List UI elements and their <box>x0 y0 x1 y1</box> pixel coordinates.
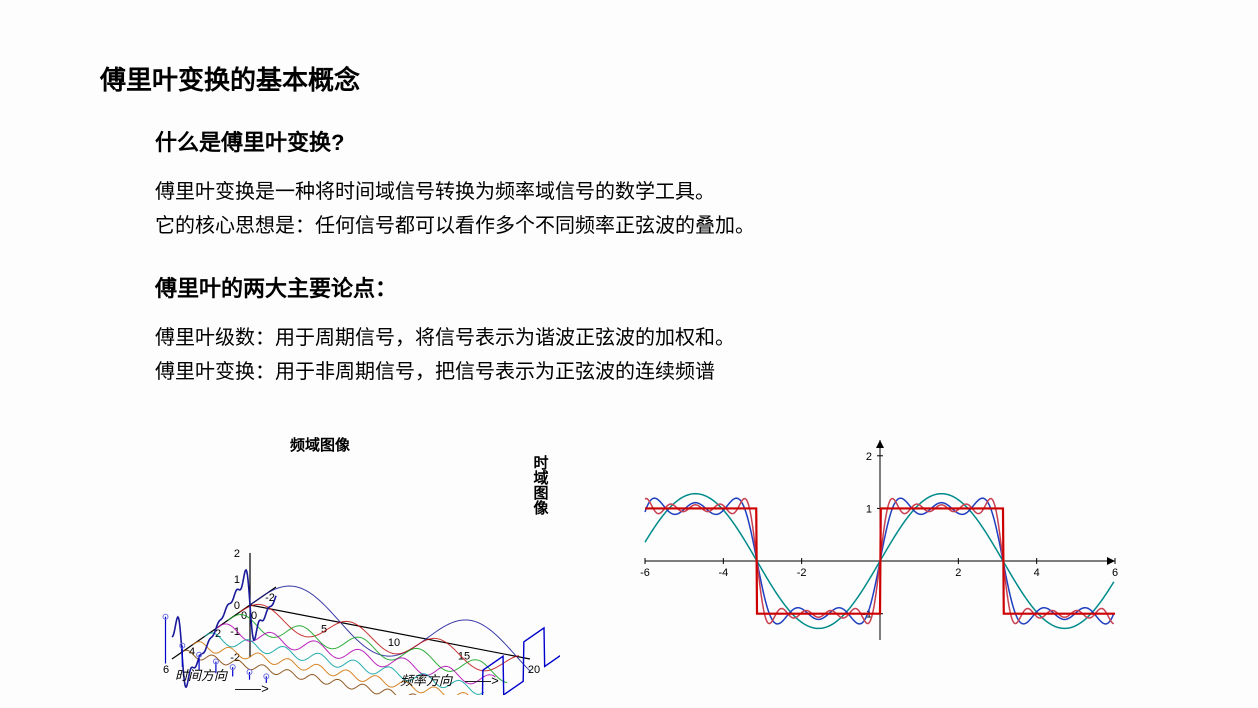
svg-text:-6: -6 <box>640 567 650 579</box>
svg-text:4: 4 <box>1034 567 1040 579</box>
figure-3d-svg: -2-1012-2024605101520-0.500.511.5频域图像时域图… <box>120 415 560 695</box>
content-area: 什么是傅里叶变换? 傅里叶变换是一种将时间域信号转换为频率域信号的数学工具。 它… <box>155 115 1055 391</box>
section2-line1: 傅里叶级数：用于周期信号，将信号表示为谐波正弦波的加权和。 <box>155 323 1055 353</box>
svg-text:时域图像: 时域图像 <box>532 455 549 516</box>
svg-text:15: 15 <box>458 651 470 663</box>
page-title: 傅里叶变换的基本概念 <box>100 60 360 97</box>
section2-line2: 傅里叶变换：用于非周期信号，把信号表示为正弦波的连续频谱 <box>155 357 1055 387</box>
svg-text:10: 10 <box>388 637 400 649</box>
svg-text:-2: -2 <box>797 567 807 579</box>
svg-text:1: 1 <box>234 574 240 586</box>
svg-text:2: 2 <box>234 548 240 560</box>
section1-heading: 什么是傅里叶变换? <box>155 125 1055 157</box>
section1-line1: 傅里叶变换是一种将时间域信号转换为频率域信号的数学工具。 <box>155 177 1055 207</box>
svg-text:-4: -4 <box>718 567 728 579</box>
svg-text:频域图像: 频域图像 <box>290 436 351 454</box>
svg-text:频率方向: 频率方向 <box>400 673 453 688</box>
svg-text:——>: ——> <box>234 681 269 695</box>
svg-text:——>: ——> <box>464 673 499 688</box>
svg-text:0: 0 <box>234 600 240 612</box>
figure-2d: -6-4-2246-112 <box>620 415 1140 665</box>
svg-text:-1: -1 <box>230 626 240 638</box>
svg-text:2: 2 <box>955 567 961 579</box>
section2-heading: 傅里叶的两大主要论点： <box>155 271 1055 303</box>
svg-text:6: 6 <box>163 664 169 676</box>
svg-text:6: 6 <box>1112 567 1118 579</box>
figure-2d-svg: -6-4-2246-112 <box>620 415 1140 665</box>
svg-text:时间方向: 时间方向 <box>175 668 228 683</box>
figure-3d: -2-1012-2024605101520-0.500.511.5频域图像时域图… <box>120 415 560 695</box>
figures-row: -2-1012-2024605101520-0.500.511.5频域图像时域图… <box>120 415 1140 695</box>
section1-line2: 它的核心思想是：任何信号都可以看作多个不同频率正弦波的叠加。 <box>155 211 1055 241</box>
svg-text:2: 2 <box>866 451 872 463</box>
svg-text:1: 1 <box>866 503 872 515</box>
